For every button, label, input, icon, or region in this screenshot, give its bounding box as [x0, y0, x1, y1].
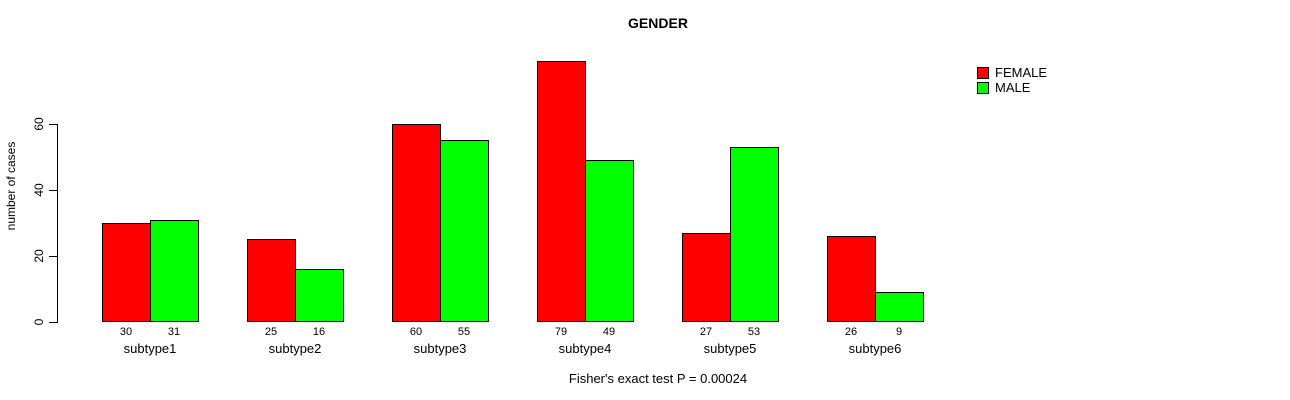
bar-female-subtype6 — [827, 236, 876, 322]
legend-swatch-male — [977, 81, 989, 94]
y-tick-40 — [49, 190, 57, 191]
chart-title: GENDER — [628, 15, 688, 31]
category-label-subtype6: subtype6 — [848, 341, 902, 356]
legend-entry-female: FEMALE — [977, 65, 1047, 80]
bar-value-female-subtype1: 30 — [119, 326, 133, 338]
bar-value-female-subtype5: 27 — [699, 326, 713, 338]
bar-male-subtype5 — [730, 147, 779, 322]
bar-value-male-subtype2: 16 — [312, 326, 326, 338]
legend-label-male: MALE — [995, 80, 1031, 95]
legend-swatch-female — [977, 66, 989, 79]
legend: FEMALE MALE — [977, 65, 1047, 95]
bar-female-subtype2 — [247, 239, 296, 322]
bar-value-male-subtype6: 9 — [895, 326, 903, 338]
legend-label-female: FEMALE — [995, 65, 1048, 80]
y-tick-label-40: 40 — [32, 183, 46, 197]
bar-male-subtype6 — [875, 292, 924, 322]
bar-female-subtype4 — [537, 61, 586, 322]
category-label-subtype5: subtype5 — [703, 341, 757, 356]
bar-female-subtype1 — [102, 223, 151, 322]
category-label-subtype2: subtype2 — [268, 341, 322, 356]
bar-female-subtype5 — [682, 233, 731, 322]
bar-male-subtype3 — [440, 140, 489, 322]
category-label-subtype3: subtype3 — [413, 341, 467, 356]
bar-value-female-subtype3: 60 — [409, 326, 423, 338]
category-label-subtype4: subtype4 — [558, 341, 612, 356]
bar-value-male-subtype1: 31 — [167, 326, 181, 338]
y-tick-0 — [49, 322, 57, 323]
y-axis-title: number of cases — [4, 141, 18, 231]
bar-male-subtype4 — [585, 160, 634, 322]
legend-entry-male: MALE — [977, 80, 1047, 95]
bar-value-male-subtype3: 55 — [457, 326, 471, 338]
y-axis-line — [57, 124, 58, 323]
bar-male-subtype1 — [150, 220, 199, 322]
bar-value-male-subtype4: 49 — [602, 326, 616, 338]
y-tick-label-60: 60 — [32, 117, 46, 131]
bar-value-female-subtype4: 79 — [554, 326, 568, 338]
y-tick-20 — [49, 256, 57, 257]
bar-value-male-subtype5: 53 — [747, 326, 761, 338]
annotation-fishers-test: Fisher's exact test P = 0.00024 — [568, 371, 748, 386]
bar-male-subtype2 — [295, 269, 344, 322]
category-label-subtype1: subtype1 — [123, 341, 177, 356]
bar-female-subtype3 — [392, 124, 441, 322]
bar-value-female-subtype2: 25 — [264, 326, 278, 338]
y-tick-label-0: 0 — [32, 318, 46, 326]
y-tick-60 — [49, 124, 57, 125]
y-tick-label-20: 20 — [32, 249, 46, 263]
bar-value-female-subtype6: 26 — [844, 326, 858, 338]
